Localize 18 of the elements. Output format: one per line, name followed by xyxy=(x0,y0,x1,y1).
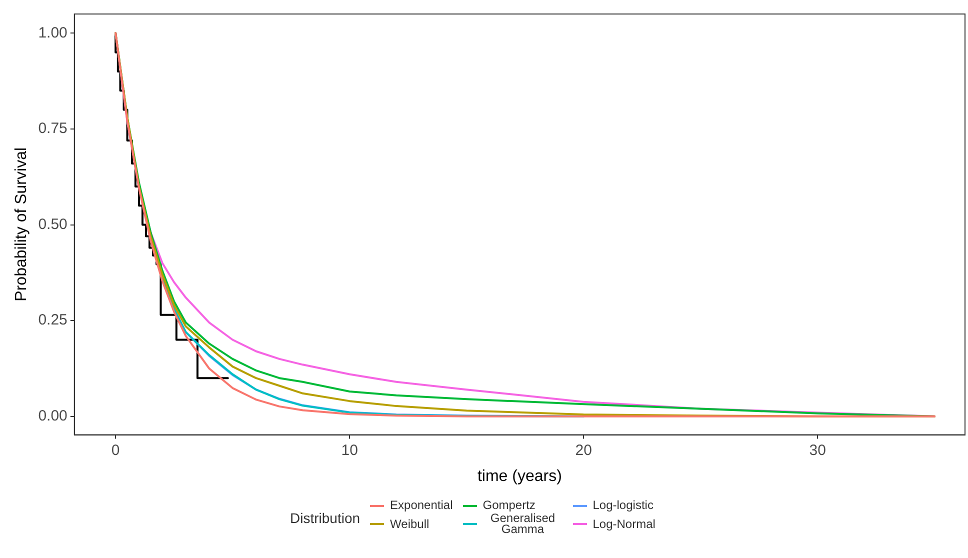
y-tick-label: 0.75 xyxy=(38,120,68,138)
x-tick-label: 10 xyxy=(341,442,358,459)
legend-label: Exponential xyxy=(390,498,453,512)
y-tick-label: 0.25 xyxy=(38,312,68,329)
y-tick-label: 0.50 xyxy=(38,216,68,233)
y-tick-label: 0.00 xyxy=(38,408,68,425)
legend-label: Log-logistic xyxy=(592,498,654,512)
y-tick-label: 1.00 xyxy=(38,24,68,42)
legend-label: Weibull xyxy=(390,516,430,530)
legend-label: Gompertz xyxy=(482,498,536,512)
y-axis-title: Probability of Survival xyxy=(13,147,30,302)
legend-label: Generalised Gamma xyxy=(490,511,556,536)
x-tick-label: 20 xyxy=(575,442,592,459)
x-tick-label: 30 xyxy=(809,442,826,459)
legend-label: Log-Normal xyxy=(592,516,656,530)
x-tick-label: 0 xyxy=(111,442,120,459)
legend-title: Distribution xyxy=(290,510,360,526)
x-axis-title: time (years) xyxy=(477,468,562,485)
